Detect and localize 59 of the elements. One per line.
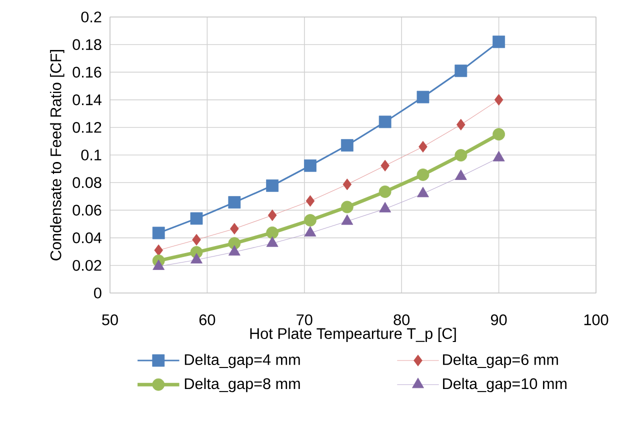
legend-label: Delta_gap=8 mm	[184, 378, 300, 392]
point	[340, 139, 354, 152]
point	[192, 234, 201, 246]
y-tick-label: 0.06	[72, 204, 102, 216]
point	[454, 149, 468, 162]
y-tick-label: 0.14	[72, 94, 102, 106]
point	[228, 245, 240, 256]
point	[454, 170, 467, 180]
point	[378, 116, 392, 128]
y-tick-label: 0.12	[72, 122, 102, 133]
point	[418, 140, 428, 153]
point	[454, 64, 468, 78]
point	[492, 128, 505, 141]
point	[416, 168, 430, 181]
point	[266, 179, 279, 192]
point	[304, 159, 316, 172]
point	[341, 214, 354, 225]
y-tick-label: 0.2	[81, 12, 102, 22]
x-tick-label: 50	[102, 314, 118, 326]
y-axis-title: Condensate to Feed Ratio [CF]	[50, 50, 64, 260]
point	[304, 226, 316, 237]
y-tick-label: 0.02	[72, 260, 102, 271]
y-tick-label: 0.1	[81, 150, 102, 160]
x-tick-label: 80	[394, 314, 410, 326]
point	[456, 118, 466, 130]
x-tick-label: 100	[584, 314, 608, 326]
x-axis-title: Hot Plate Tempearture T_p [C]	[250, 328, 456, 342]
y-tick-label: 0.16	[72, 66, 102, 78]
point	[266, 236, 278, 247]
point	[230, 222, 239, 234]
point	[190, 212, 203, 225]
point	[417, 186, 429, 198]
point	[268, 210, 277, 222]
point	[379, 202, 392, 212]
point	[340, 200, 354, 214]
point	[304, 214, 316, 226]
point	[380, 160, 390, 172]
point	[416, 90, 430, 104]
y-tick-label: 0	[94, 288, 102, 298]
point	[228, 196, 241, 209]
y-tick-label: 0.18	[72, 39, 102, 50]
point	[190, 253, 202, 264]
y-tick-label: 0.04	[72, 232, 102, 244]
x-tick-label: 90	[490, 314, 507, 326]
point	[492, 36, 505, 48]
point	[378, 186, 392, 198]
point	[306, 195, 315, 207]
y-tick-label: 0.08	[72, 177, 102, 188]
point	[152, 226, 165, 240]
point	[152, 260, 165, 270]
legend-label: Delta_gap=6 mm	[443, 354, 558, 368]
point	[342, 178, 352, 190]
legend-label: Delta_gap=10 mm	[443, 378, 566, 392]
x-tick-label: 60	[199, 314, 216, 326]
point	[154, 244, 164, 256]
x-tick-label: 70	[296, 314, 312, 326]
point	[266, 226, 279, 239]
legend-label: Delta_gap=4 mm	[184, 354, 300, 368]
point	[494, 94, 504, 106]
